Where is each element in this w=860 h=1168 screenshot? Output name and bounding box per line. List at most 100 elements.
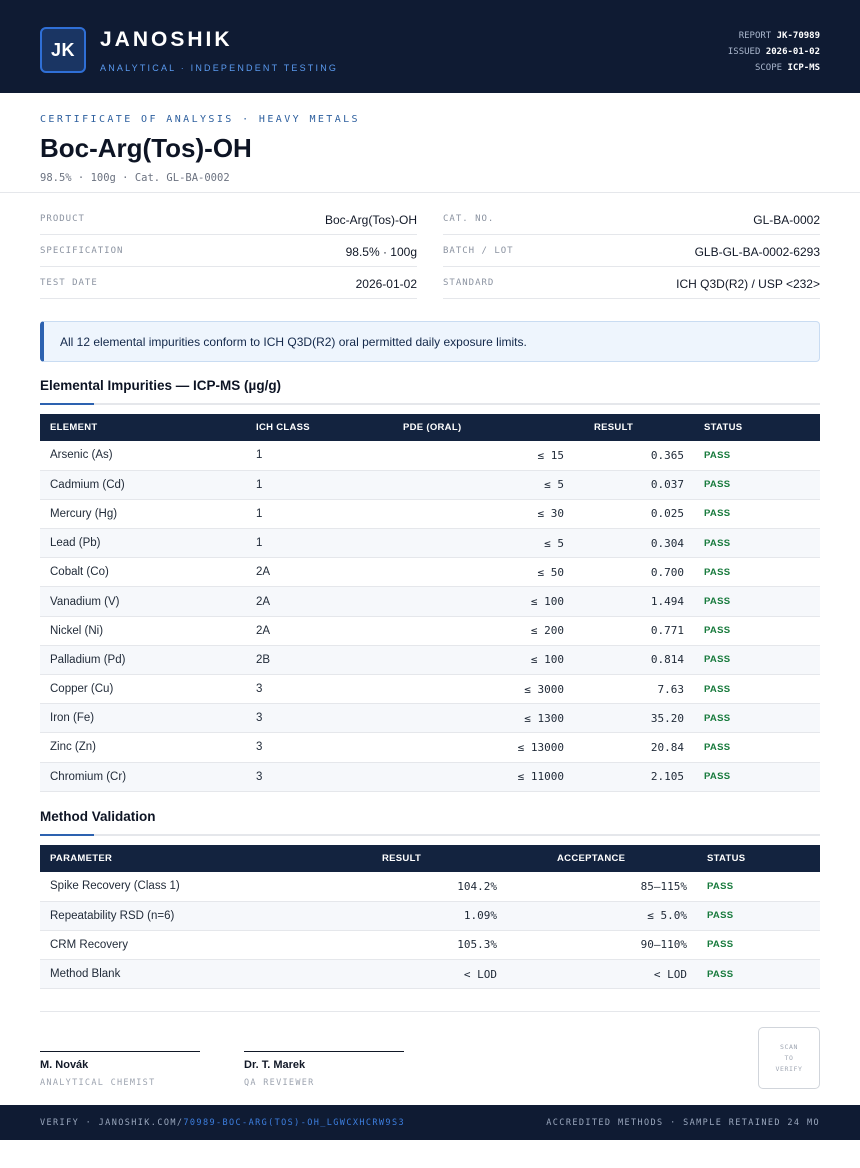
validation-table: PARAMETER RESULT ACCEPTANCE STATUS Spike… (40, 845, 820, 990)
column-header: ELEMENT (50, 422, 98, 433)
qr-label: TO (784, 1053, 794, 1062)
column-header: RESULT (594, 422, 634, 433)
status-badge: PASS (694, 732, 820, 763)
info-row: SPECIFICATION 98.5% · 100g (40, 235, 417, 267)
status-badge: PASS (694, 499, 820, 530)
table-cell: ≤ 100 (346, 645, 574, 676)
signatory-role: QA REVIEWER (244, 1078, 315, 1088)
table-cell: < LOD (507, 959, 697, 990)
table-row: Cadmium (Cd) 1 ≤ 5 0.037 PASS (40, 470, 820, 500)
table-cell: 1.09% (332, 901, 507, 931)
table-cell: Vanadium (V) (40, 586, 246, 617)
table-cell: ≤ 5 (346, 470, 574, 500)
report-header: JK JANOSHIK ANALYTICAL · INDEPENDENT TES… (0, 0, 860, 93)
status-badge: PASS (694, 557, 820, 588)
table-cell: 2.105 (574, 762, 694, 792)
verify-qr-code[interactable]: SCAN TO VERIFY (758, 1027, 820, 1089)
table-cell: < LOD (332, 959, 507, 990)
table-row: Method Blank < LOD < LOD PASS (40, 959, 820, 990)
status-badge: PASS (694, 586, 820, 617)
signature-block: M. Novák ANALYTICAL CHEMIST (40, 1051, 200, 1088)
table-cell: 0.304 (574, 528, 694, 559)
info-label: CAT. NO. (443, 214, 495, 224)
report-meta: REPORT JK-70989 ISSUED 2026-01-02 SCOPE … (728, 28, 820, 76)
qr-label: SCAN (779, 1042, 799, 1051)
brand-logo: JK (40, 27, 86, 73)
info-row: PRODUCT Boc-Arg(Tos)-OH (40, 203, 417, 235)
status-badge: PASS (697, 872, 820, 902)
table-cell: Spike Recovery (Class 1) (40, 872, 332, 902)
table-cell: 7.63 (574, 674, 694, 705)
info-row: BATCH / LOT GLB-GL-BA-0002-6293 (443, 235, 820, 267)
table-cell: Mercury (Hg) (40, 499, 246, 530)
table-cell: CRM Recovery (40, 930, 332, 961)
table-cell: 1 (246, 441, 346, 471)
status-badge: PASS (694, 616, 820, 646)
table-cell: 0.814 (574, 645, 694, 676)
verify-link[interactable]: 70989-BOC-ARG(TOS)-OH_LGWCXHCRW9S3 (183, 1118, 405, 1128)
table-row: CRM Recovery 105.3% 90–110% PASS (40, 930, 820, 961)
footer-note: ACCREDITED METHODS · SAMPLE RETAINED 24 … (546, 1118, 820, 1128)
table-cell: ≤ 3000 (346, 674, 574, 705)
table-row: Zinc (Zn) 3 ≤ 13000 20.84 PASS (40, 732, 820, 763)
column-header: ICH CLASS (256, 422, 310, 433)
column-header: STATUS (704, 422, 743, 433)
table-header-row: PARAMETER RESULT ACCEPTANCE STATUS (40, 845, 820, 872)
info-value: 98.5% · 100g (345, 245, 417, 259)
column-header: ACCEPTANCE (557, 853, 626, 864)
divider (0, 192, 860, 193)
table-cell: ≤ 11000 (346, 762, 574, 792)
table-cell: Cadmium (Cd) (40, 470, 246, 500)
table-cell: Method Blank (40, 959, 332, 990)
info-left: PRODUCT Boc-Arg(Tos)-OH SPECIFICATION 98… (40, 203, 417, 299)
info-value: GLB-GL-BA-0002-6293 (694, 245, 820, 259)
status-badge: PASS (697, 959, 820, 990)
table-cell: 2A (246, 557, 346, 588)
table-cell: 3 (246, 762, 346, 792)
table-cell: ≤ 15 (346, 441, 574, 471)
table-cell: Nickel (Ni) (40, 616, 246, 646)
info-label: STANDARD (443, 278, 495, 288)
table-cell: Zinc (Zn) (40, 732, 246, 763)
table-cell: Lead (Pb) (40, 528, 246, 559)
info-value: 2026-01-02 (355, 277, 417, 291)
info-right: CAT. NO. GL-BA-0002 BATCH / LOT GLB-GL-B… (443, 203, 820, 299)
verify-line: VERIFY · JANOSHIK.COM/70989-BOC-ARG(TOS)… (40, 1118, 405, 1128)
status-badge: PASS (694, 441, 820, 471)
impurities-table: ELEMENT ICH CLASS PDE (ORAL) RESULT STAT… (40, 414, 820, 792)
brand-tagline: ANALYTICAL · INDEPENDENT TESTING (100, 63, 339, 73)
table-cell: ≤ 50 (346, 557, 574, 588)
table-cell: Palladium (Pd) (40, 645, 246, 676)
divider (40, 1011, 820, 1012)
table-cell: 85–115% (507, 872, 697, 902)
info-row: STANDARD ICH Q3D(R2) / USP <232> (443, 267, 820, 299)
column-header: STATUS (707, 853, 746, 864)
info-value: Boc-Arg(Tos)-OH (324, 213, 417, 227)
table-cell: 3 (246, 732, 346, 763)
signature-block: Dr. T. Marek QA REVIEWER (244, 1051, 404, 1088)
section-divider (40, 834, 820, 836)
table-row: Palladium (Pd) 2B ≤ 100 0.814 PASS (40, 645, 820, 676)
table-cell: 1 (246, 499, 346, 530)
table-cell: 0.700 (574, 557, 694, 588)
info-row: CAT. NO. GL-BA-0002 (443, 203, 820, 235)
table-cell: 0.365 (574, 441, 694, 471)
table-cell: 0.037 (574, 470, 694, 500)
info-label: TEST DATE (40, 278, 98, 288)
info-label: BATCH / LOT (443, 246, 514, 256)
table-cell: Repeatability RSD (n=6) (40, 901, 332, 931)
validation-title: Method Validation (40, 809, 156, 824)
table-row: Spike Recovery (Class 1) 104.2% 85–115% PAS… (40, 872, 820, 902)
status-badge: PASS (694, 703, 820, 734)
table-header-row: ELEMENT ICH CLASS PDE (ORAL) RESULT STAT… (40, 414, 820, 441)
table-cell: 0.771 (574, 616, 694, 646)
table-cell: 104.2% (332, 872, 507, 902)
table-cell: 2A (246, 616, 346, 646)
table-cell: Copper (Cu) (40, 674, 246, 705)
table-cell: ≤ 100 (346, 586, 574, 617)
table-cell: 90–110% (507, 930, 697, 961)
section-divider (40, 403, 820, 405)
table-cell: ≤ 1300 (346, 703, 574, 734)
report-number: REPORT JK-70989 (738, 31, 820, 41)
report-footer: VERIFY · JANOSHIK.COM/70989-BOC-ARG(TOS)… (0, 1105, 860, 1140)
